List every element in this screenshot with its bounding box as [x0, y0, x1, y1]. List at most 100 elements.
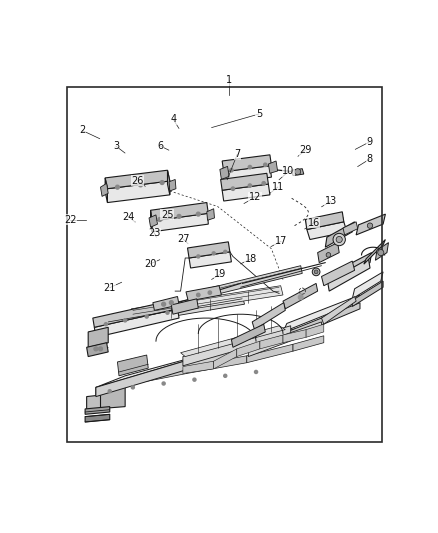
- Polygon shape: [106, 295, 244, 327]
- Circle shape: [158, 217, 162, 221]
- Polygon shape: [305, 212, 344, 230]
- Polygon shape: [318, 243, 339, 263]
- Text: 11: 11: [272, 182, 284, 192]
- Text: 21: 21: [104, 282, 116, 293]
- Circle shape: [314, 270, 318, 274]
- Text: 20: 20: [144, 259, 156, 269]
- Polygon shape: [153, 296, 179, 310]
- Text: 27: 27: [177, 234, 190, 244]
- Circle shape: [264, 163, 267, 166]
- Polygon shape: [98, 379, 124, 397]
- Circle shape: [162, 382, 165, 385]
- Circle shape: [248, 165, 251, 169]
- Polygon shape: [283, 284, 318, 309]
- Polygon shape: [364, 239, 385, 264]
- Polygon shape: [356, 214, 385, 235]
- Text: 19: 19: [214, 269, 226, 279]
- Text: 8: 8: [367, 154, 373, 164]
- Text: 6: 6: [157, 141, 163, 151]
- Text: 26: 26: [131, 176, 144, 186]
- Bar: [67, 86, 382, 441]
- Text: 29: 29: [299, 145, 311, 155]
- Circle shape: [208, 291, 212, 294]
- Polygon shape: [237, 341, 260, 357]
- Polygon shape: [87, 395, 100, 410]
- Polygon shape: [231, 324, 265, 348]
- Circle shape: [170, 301, 173, 304]
- Polygon shape: [222, 184, 270, 201]
- Polygon shape: [85, 414, 110, 422]
- Circle shape: [336, 237, 342, 243]
- Circle shape: [138, 183, 142, 187]
- Polygon shape: [87, 343, 108, 357]
- Circle shape: [224, 374, 227, 377]
- Polygon shape: [96, 332, 283, 397]
- Polygon shape: [94, 309, 179, 337]
- Circle shape: [197, 255, 200, 258]
- Polygon shape: [329, 253, 371, 284]
- Polygon shape: [180, 326, 285, 357]
- Text: 5: 5: [256, 109, 262, 119]
- Circle shape: [145, 315, 148, 318]
- Polygon shape: [88, 327, 108, 348]
- Polygon shape: [186, 286, 221, 301]
- Text: 16: 16: [308, 218, 320, 228]
- Polygon shape: [375, 243, 389, 260]
- Polygon shape: [306, 324, 324, 337]
- Polygon shape: [124, 367, 187, 386]
- Polygon shape: [352, 281, 383, 306]
- Text: 4: 4: [170, 115, 176, 124]
- Text: 22: 22: [64, 215, 76, 225]
- Polygon shape: [221, 173, 268, 190]
- Circle shape: [224, 251, 227, 253]
- Polygon shape: [220, 166, 229, 180]
- Polygon shape: [96, 386, 125, 409]
- Polygon shape: [283, 329, 306, 343]
- Polygon shape: [131, 286, 283, 318]
- Circle shape: [298, 295, 303, 300]
- Circle shape: [124, 319, 127, 322]
- Circle shape: [326, 253, 331, 257]
- Circle shape: [230, 168, 233, 172]
- Circle shape: [294, 168, 301, 175]
- Polygon shape: [197, 265, 302, 299]
- Text: 10: 10: [283, 166, 295, 176]
- Circle shape: [193, 378, 196, 381]
- Polygon shape: [291, 168, 304, 175]
- Circle shape: [231, 187, 235, 190]
- Text: 1: 1: [226, 75, 232, 85]
- Text: 2: 2: [79, 125, 85, 135]
- Circle shape: [108, 390, 111, 393]
- Circle shape: [197, 293, 200, 297]
- Circle shape: [131, 386, 134, 389]
- Polygon shape: [151, 210, 152, 232]
- Polygon shape: [117, 355, 148, 376]
- Circle shape: [94, 347, 98, 351]
- Circle shape: [248, 184, 251, 187]
- Text: 25: 25: [161, 209, 173, 220]
- Circle shape: [116, 185, 120, 189]
- Polygon shape: [307, 222, 347, 239]
- Circle shape: [162, 302, 166, 306]
- Circle shape: [262, 182, 265, 185]
- Polygon shape: [283, 303, 360, 341]
- Polygon shape: [189, 252, 231, 268]
- Polygon shape: [207, 209, 215, 220]
- Circle shape: [160, 181, 164, 184]
- Polygon shape: [352, 272, 383, 299]
- Circle shape: [177, 214, 181, 219]
- Polygon shape: [100, 183, 108, 196]
- Text: 24: 24: [122, 212, 134, 222]
- Polygon shape: [247, 344, 293, 363]
- Polygon shape: [268, 161, 278, 173]
- Circle shape: [333, 233, 346, 246]
- Polygon shape: [252, 303, 285, 329]
- Polygon shape: [187, 242, 230, 258]
- Polygon shape: [222, 155, 272, 172]
- Polygon shape: [260, 335, 283, 349]
- Text: 3: 3: [113, 141, 119, 151]
- Circle shape: [104, 322, 107, 326]
- Polygon shape: [167, 170, 170, 195]
- Polygon shape: [85, 407, 110, 414]
- Polygon shape: [214, 349, 237, 369]
